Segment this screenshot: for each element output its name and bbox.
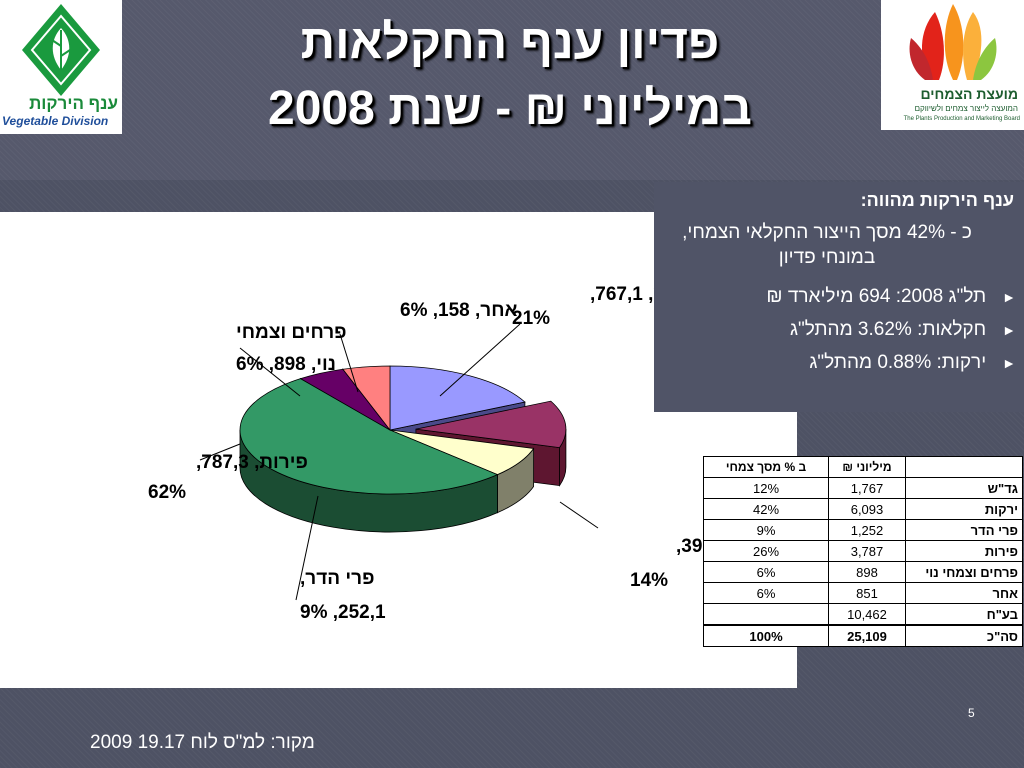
logo-right-name: מועצת הצמחים xyxy=(920,86,1019,102)
table-cell: פרחים וצמחי נוי xyxy=(905,561,1023,583)
table-header: מיליוני ₪ xyxy=(828,456,906,478)
page-number: 5 xyxy=(968,706,975,720)
bullet-arrow-icon: ► xyxy=(1002,322,1016,338)
summary-intro: כ - 42% מסך הייצור החקלאי הצמחי, במונחי … xyxy=(682,222,972,268)
leader-line xyxy=(239,347,301,397)
summary-item-text: ירקות: 0.88% מהתל"ג xyxy=(809,352,987,373)
slice-label: אחר, 158, 6% xyxy=(400,300,518,321)
table-row: ירקות 6,093 42% xyxy=(703,498,1023,520)
table-header xyxy=(905,456,1023,478)
title-band xyxy=(0,0,1024,180)
slice-label: 14% xyxy=(630,570,668,591)
table-row: פרחים וצמחי נוי 898 6% xyxy=(703,561,1023,583)
table-cell: 10,462 xyxy=(828,603,906,626)
slice-label: פרי הדר, xyxy=(300,568,374,589)
table-cell xyxy=(703,603,829,626)
logo-right-english: The Plants Production and Marketing Boar… xyxy=(903,116,1020,122)
revenue-table: מיליוני ₪ ב % מסך צמחי גד"ש 1,767 12% יר… xyxy=(703,456,1023,647)
table-cell: פירות xyxy=(905,540,1023,562)
table-cell: פרי הדר xyxy=(905,519,1023,541)
diamond-leaf-icon xyxy=(22,4,100,96)
table-total-row: סה"כ 25,109 100% xyxy=(703,624,1023,647)
slice-label: נוי, 898, 6% xyxy=(236,354,336,375)
table-cell: 898 xyxy=(828,561,906,583)
table-row: אחר 851 6% xyxy=(703,582,1023,604)
table-cell: 6% xyxy=(703,582,829,604)
plants-board-logo: מועצת הצמחים המועצה לייצור צמחים ולשיווק… xyxy=(881,0,1024,130)
leader-line xyxy=(339,333,359,393)
table-cell: גד"ש xyxy=(905,477,1023,499)
table-cell: אחר xyxy=(905,582,1023,604)
pie-slice-3 xyxy=(239,378,499,495)
leader-line xyxy=(439,323,521,397)
table-cell: 6% xyxy=(703,561,829,583)
table-header-row: מיליוני ₪ ב % מסך צמחי xyxy=(703,456,1023,478)
table-cell: 12% xyxy=(703,477,829,499)
table-cell: 100% xyxy=(703,624,829,647)
leader-line xyxy=(295,495,319,601)
summary-item-gdp: ► תל"ג 2008: 694 מיליארד ₪ xyxy=(766,286,1016,308)
table-cell: בע"ח xyxy=(905,603,1023,626)
vegetable-division-logo: ענף הירקות Vegetable Division xyxy=(0,0,122,134)
table-cell: 851 xyxy=(828,582,906,604)
table-cell: 26% xyxy=(703,540,829,562)
table-cell: 1,252 xyxy=(828,519,906,541)
flower-petals-icon xyxy=(909,4,997,80)
summary-item-agriculture: ► חקלאות: 3.62% מהתל"ג xyxy=(790,319,1016,341)
slice-label: פרחים וצמחי xyxy=(236,322,347,343)
pie-slice-1 xyxy=(415,400,567,449)
slide-title-line-2: במיליוני ₪ - שנת 2008 xyxy=(268,82,752,135)
table-cell: 9% xyxy=(703,519,829,541)
leader-line xyxy=(199,443,241,461)
summary-heading: ענף הירקות מהווה: xyxy=(860,190,1014,210)
leader-line xyxy=(559,501,599,529)
logo-left-caption-he: ענף הירקות xyxy=(29,94,118,113)
bullet-arrow-icon: ► xyxy=(1002,355,1016,371)
table-row: פירות 3,787 26% xyxy=(703,540,1023,562)
slice-label: 21% xyxy=(512,308,550,329)
bullet-arrow-icon: ► xyxy=(1002,289,1016,305)
slice-label: פירות, 787,3, xyxy=(196,452,308,473)
summary-item-vegetables: ► ירקות: 0.88% מהתל"ג xyxy=(809,352,1016,374)
table-cell: סה"כ xyxy=(905,624,1023,647)
slice-label: 252,1, 9% xyxy=(300,602,386,623)
table-cell: 25,109 xyxy=(828,624,906,647)
slide-title-line-1: פדיון ענף החקלאות xyxy=(300,16,720,69)
table-row: בע"ח 10,462 xyxy=(703,603,1023,626)
table-cell: 42% xyxy=(703,498,829,520)
table-cell: 6,093 xyxy=(828,498,906,520)
table-row: גד"ש 1,767 12% xyxy=(703,477,1023,499)
source-note: מקור: למ"ס לוח 19.17 2009 xyxy=(90,732,315,753)
table-cell: 1,767 xyxy=(828,477,906,499)
logo-left-caption-en: Vegetable Division xyxy=(2,114,109,128)
summary-item-text: חקלאות: 3.62% מהתל"ג xyxy=(789,319,987,340)
table-cell: 3,787 xyxy=(828,540,906,562)
logo-right-subtitle: המועצה לייצור צמחים ולשיווקם xyxy=(914,104,1018,113)
summary-box: ענף הירקות מהווה: כ - 42% מסך הייצור החק… xyxy=(654,182,1024,412)
table-row: פרי הדר 1,252 9% xyxy=(703,519,1023,541)
table-cell: ירקות xyxy=(905,498,1023,520)
slice-label: 62% xyxy=(148,482,186,503)
pie-slice-0 xyxy=(389,365,526,431)
summary-item-text: תל"ג 2008: 694 מיליארד ₪ xyxy=(766,286,987,307)
table-header: ב % מסך צמחי xyxy=(703,456,829,478)
